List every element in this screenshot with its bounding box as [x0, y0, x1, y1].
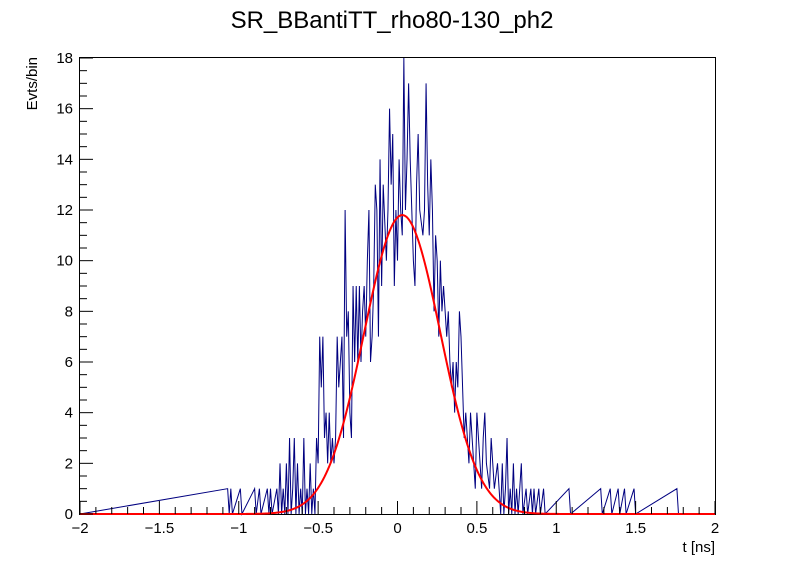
histogram-outline	[79, 57, 715, 516]
x-axis: −2 −1.5 −1 −0.5 0 0.5 1 1.5 2	[71, 501, 719, 537]
plot-frame	[79, 57, 716, 515]
histogram-series	[79, 57, 715, 516]
fit-series	[80, 214, 715, 515]
y-tick-label: 12	[56, 202, 73, 219]
x-tick-label: −0.5	[303, 520, 333, 537]
x-axis-title: t [ns]	[682, 539, 715, 556]
chart-title: SR_BBantiTT_rho80-130_ph2	[231, 7, 554, 34]
x-tick-label: −2	[71, 520, 88, 537]
x-tick-label: −1.5	[145, 520, 175, 537]
x-tick-label: 0	[393, 520, 401, 537]
gaussian-fit-curve	[80, 214, 715, 515]
y-tick-label: 2	[65, 455, 73, 472]
y-tick-label: 6	[65, 354, 73, 371]
x-tick-label: 0.5	[466, 520, 487, 537]
y-axis: 0 2 4 6 8 10 12 14 16 18	[56, 50, 93, 523]
y-tick-label: 14	[56, 151, 73, 168]
y-tick-label: 0	[65, 506, 73, 523]
y-tick-label: 18	[56, 50, 73, 67]
x-tick-label: 2	[711, 520, 719, 537]
y-axis-title: Evts/bin	[24, 57, 41, 110]
x-tick-label: −1	[230, 520, 247, 537]
x-tick-label: 1	[552, 520, 560, 537]
y-tick-label: 10	[56, 253, 73, 270]
x-tick-label: 1.5	[625, 520, 646, 537]
y-tick-label: 8	[65, 303, 73, 320]
y-tick-label: 16	[56, 101, 73, 118]
y-tick-label: 4	[65, 405, 73, 422]
